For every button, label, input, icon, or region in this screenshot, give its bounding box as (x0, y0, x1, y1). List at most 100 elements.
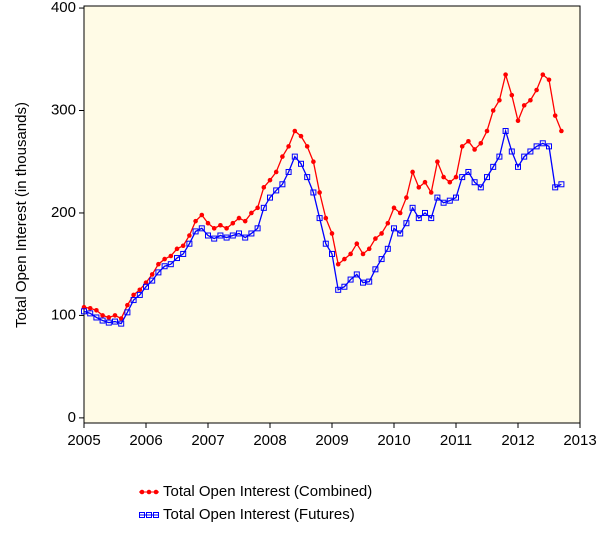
marker (353, 271, 360, 278)
x-tick-label: 2010 (377, 432, 410, 449)
marker (174, 255, 180, 262)
marker (360, 251, 366, 257)
marker (360, 279, 366, 286)
marker (366, 278, 373, 285)
marker (435, 159, 440, 165)
marker (428, 190, 434, 195)
marker (341, 283, 348, 290)
marker (335, 286, 342, 293)
marker (261, 185, 267, 190)
marker (143, 283, 149, 290)
marker (136, 291, 143, 298)
x-tick-label: 2007 (191, 432, 224, 449)
marker (316, 215, 323, 222)
marker (422, 209, 428, 216)
marker (453, 174, 459, 180)
marker (552, 113, 558, 118)
marker (509, 92, 515, 98)
marker (440, 199, 447, 206)
marker (162, 256, 167, 262)
marker (211, 235, 218, 242)
marker (242, 218, 248, 224)
marker (149, 277, 156, 284)
marker (539, 140, 546, 147)
marker (291, 153, 298, 160)
y-tick-label: 300 (51, 101, 76, 118)
marker (180, 243, 186, 249)
marker (130, 297, 137, 304)
marker (428, 215, 435, 222)
marker (484, 174, 490, 181)
marker (254, 225, 261, 232)
series-line (83, 128, 562, 325)
marker (156, 261, 161, 267)
marker (527, 148, 534, 155)
marker (224, 226, 229, 231)
marker (409, 204, 416, 211)
marker (559, 128, 564, 134)
marker (446, 197, 453, 204)
marker (391, 225, 397, 232)
y-axis-label: Total Open Interest (in thousands) (13, 102, 30, 328)
marker (472, 147, 477, 152)
marker (322, 240, 329, 247)
marker (217, 232, 224, 239)
marker (273, 169, 279, 175)
marker (280, 154, 285, 159)
marker (453, 194, 459, 201)
marker (385, 220, 391, 226)
marker (279, 181, 286, 188)
marker (558, 181, 565, 188)
marker (193, 218, 198, 224)
marker (249, 210, 254, 216)
marker (447, 179, 453, 185)
marker (415, 215, 422, 222)
marker (471, 179, 478, 186)
legend-label: Total Open Interest (Combined) (163, 483, 372, 500)
marker (354, 241, 360, 247)
marker (248, 230, 255, 237)
marker (384, 245, 391, 252)
marker (198, 225, 205, 232)
marker (267, 194, 273, 201)
marker (242, 234, 249, 241)
marker (521, 153, 528, 160)
marker (347, 276, 354, 283)
marker (397, 230, 404, 237)
marker (94, 307, 99, 313)
x-tick-label: 2013 (563, 432, 596, 449)
marker (187, 233, 192, 238)
marker (391, 205, 397, 211)
marker (342, 256, 347, 262)
marker (410, 169, 415, 175)
marker (168, 253, 174, 259)
marker (378, 256, 385, 263)
marker (285, 168, 292, 175)
marker (106, 315, 112, 320)
marker (100, 313, 105, 318)
marker (490, 108, 496, 113)
marker (503, 72, 508, 77)
marker (397, 210, 403, 216)
marker (366, 246, 372, 252)
marker (329, 231, 335, 236)
marker (180, 250, 187, 257)
marker (118, 320, 125, 327)
marker (379, 231, 384, 236)
marker (161, 263, 168, 270)
marker (286, 144, 291, 149)
marker (93, 314, 100, 321)
y-tick-label: 0 (68, 409, 76, 426)
y-tick-label: 400 (51, 0, 76, 16)
y-tick-label: 100 (51, 306, 76, 323)
marker (329, 250, 335, 257)
legend-item: Total Open Interest (Combined) (139, 483, 372, 500)
marker (546, 77, 552, 83)
legend-label: Total Open Interest (Futures) (163, 506, 355, 523)
marker (124, 309, 131, 316)
marker (298, 133, 304, 139)
marker (211, 226, 217, 231)
x-tick-label: 2008 (253, 432, 286, 449)
marker (112, 318, 118, 325)
